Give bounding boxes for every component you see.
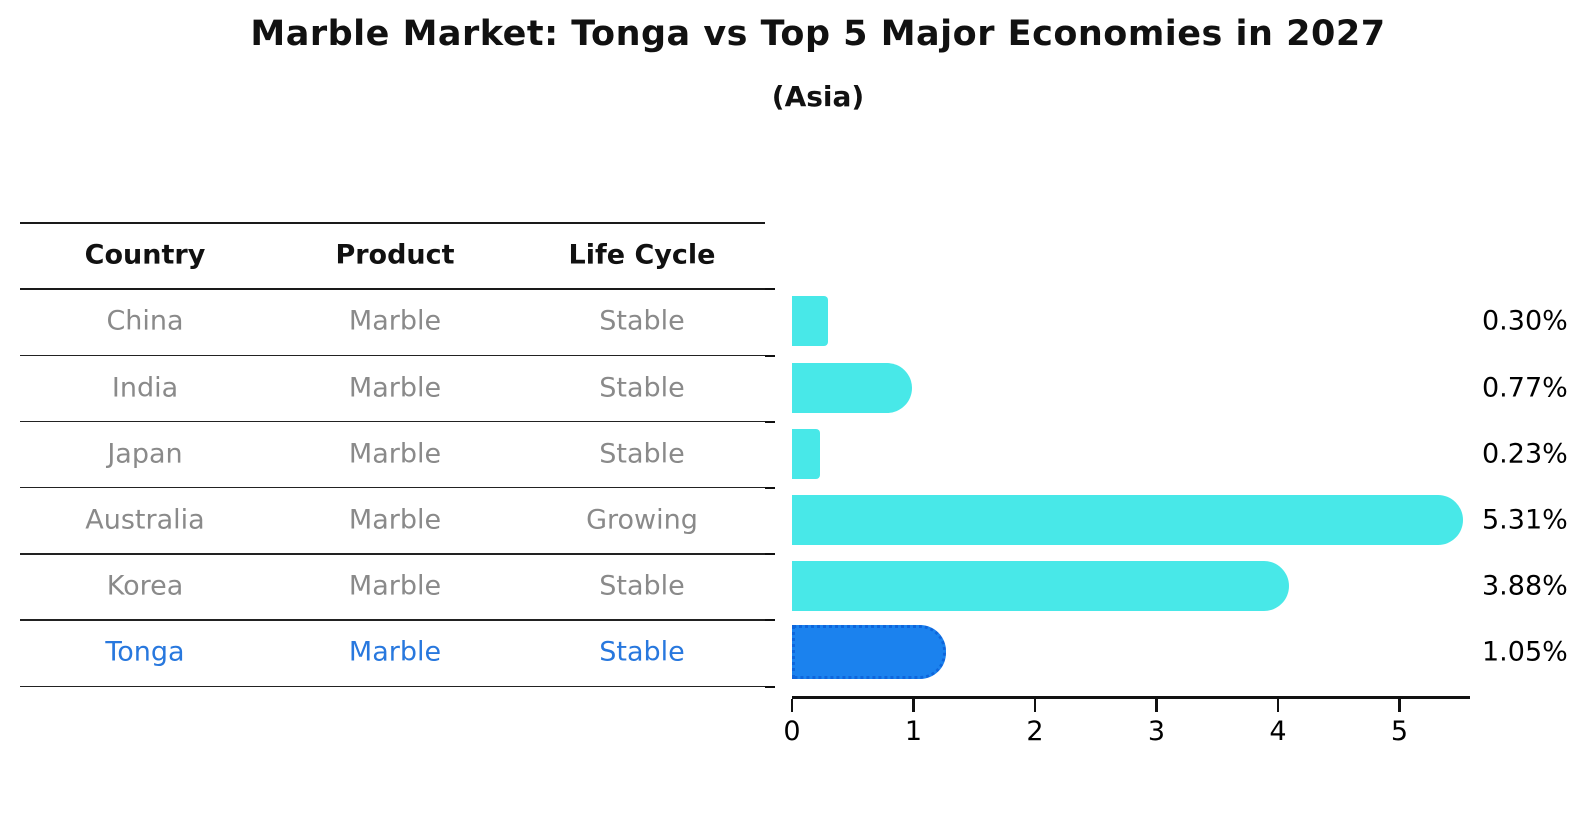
table-row-rule — [20, 553, 765, 555]
table-cell-lifecycle: Growing — [586, 504, 698, 536]
value-label: 0.77% — [1482, 372, 1568, 404]
bar-japan — [792, 428, 820, 479]
x-tick-label: 1 — [904, 716, 923, 747]
table-header-lifecycle: Life Cycle — [568, 239, 716, 271]
table-cell-lifecycle: Stable — [599, 570, 685, 602]
table-header-product: Product — [335, 239, 455, 271]
table-cell-product: Marble — [348, 438, 442, 470]
table-row-rule — [20, 619, 765, 621]
table-cell-country: India — [111, 372, 179, 404]
value-label: 1.05% — [1482, 636, 1568, 668]
table-cell-lifecycle: Stable — [599, 372, 685, 404]
table-row-rule — [20, 354, 765, 357]
y-tick — [765, 486, 775, 489]
bar-india — [792, 362, 912, 413]
table-cell-product: Marble — [348, 504, 442, 536]
table-cell-country: Japan — [107, 438, 183, 470]
x-axis-spine — [792, 696, 1470, 699]
x-tick — [912, 698, 915, 712]
x-tick — [1033, 698, 1037, 712]
x-tick-label: 5 — [1390, 716, 1409, 747]
table-row-rule — [20, 685, 765, 688]
x-tick — [1155, 698, 1158, 712]
x-tick — [790, 698, 794, 712]
y-tick — [765, 288, 775, 291]
value-label: 5.31% — [1482, 504, 1568, 536]
y-tick — [765, 354, 775, 357]
table-cell-lifecycle: Stable — [599, 438, 685, 470]
x-tick-label: 0 — [783, 716, 801, 747]
y-tick — [765, 685, 775, 688]
y-tick — [765, 619, 775, 622]
bar-tonga — [792, 625, 946, 680]
value-label: 0.30% — [1482, 305, 1568, 337]
x-tick-label: 4 — [1269, 716, 1287, 747]
table-cell-country: Tonga — [105, 636, 185, 668]
table-row-rule — [20, 486, 765, 489]
value-label: 3.88% — [1482, 570, 1568, 602]
table-cell-country: Korea — [106, 570, 184, 602]
y-tick — [765, 420, 775, 423]
x-tick — [1276, 698, 1280, 712]
table-header-rule — [20, 288, 765, 291]
x-tick-label: 2 — [1026, 716, 1044, 747]
bar-australia — [792, 495, 1464, 545]
table-cell-country: Australia — [85, 504, 205, 536]
bar-korea — [792, 561, 1290, 612]
table-header-country: Country — [84, 239, 206, 271]
x-tick-label: 3 — [1147, 716, 1166, 747]
bar-china — [792, 296, 829, 347]
table-row-rule — [20, 420, 765, 423]
table-cell-product: Marble — [348, 372, 442, 404]
table-cell-product: Marble — [348, 636, 442, 668]
table-cell-country: China — [106, 305, 184, 337]
table-top-rule — [20, 221, 765, 224]
x-tick — [1398, 698, 1401, 712]
table-cell-product: Marble — [348, 570, 442, 602]
table-cell-product: Marble — [348, 305, 442, 337]
chart-subtitle: (Asia) — [771, 80, 865, 113]
value-label: 0.23% — [1482, 438, 1568, 470]
table-cell-lifecycle: Stable — [599, 636, 685, 668]
y-tick — [765, 553, 775, 556]
table-cell-lifecycle: Stable — [599, 305, 685, 337]
chart-title: Marble Market: Tonga vs Top 5 Major Econ… — [250, 14, 1386, 54]
